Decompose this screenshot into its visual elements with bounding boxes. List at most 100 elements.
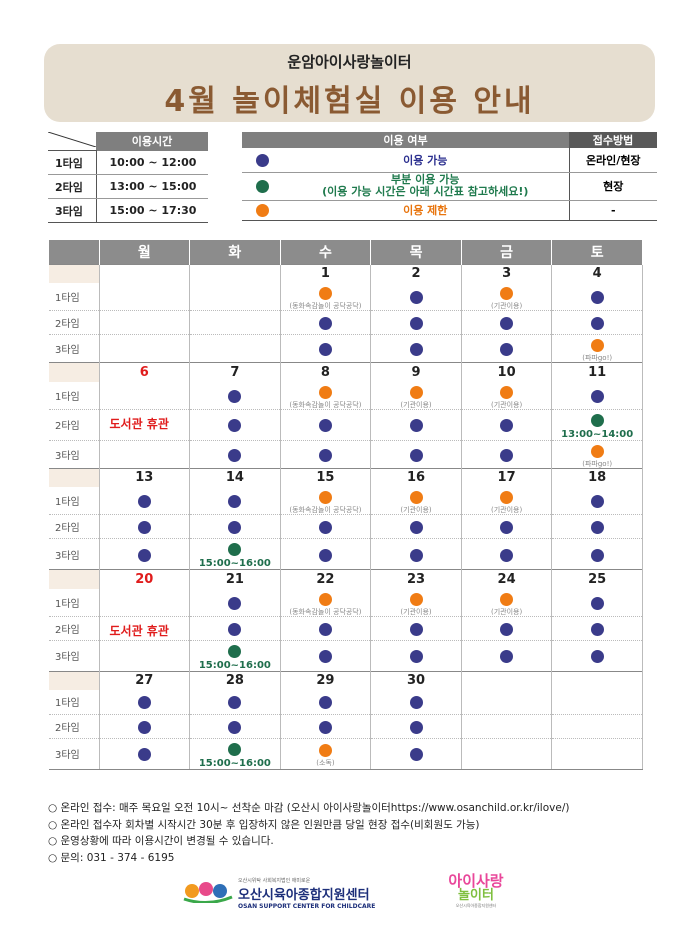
available-dot-icon [137,521,151,534]
slot-cell [370,440,462,469]
slot-cell: (동화속감놀이 공닥공닥) [280,487,372,515]
available-dot-icon [590,650,604,663]
slot-cell [370,538,462,570]
legend-method: - [568,200,657,221]
available-dot-icon [500,317,514,330]
slot-cell [551,283,643,311]
slot-cell: (기관이용) [370,381,462,410]
available-dot-icon [137,548,151,562]
slot-cell [189,381,281,410]
slot-cell: 도서관 휴관 [99,409,191,441]
available-dot-icon [318,622,332,636]
date-cell: 29 [280,670,372,690]
slot-cell [99,381,191,410]
date-cell: 14 [189,467,281,487]
available-dot-icon [318,317,332,330]
available-dot-icon [590,389,604,403]
available-dot-icon [318,343,332,356]
center-logo-text: 오산시위탁 사회복지법인 애미로운 오산시육아종합지원센터 OSAN SUPPO… [238,877,375,910]
footer: 오산시위탁 사회복지법인 애미로운 오산시육아종합지원센터 OSAN SUPPO… [182,873,522,910]
available-dot-icon [500,548,514,562]
date-cell [99,263,191,283]
date-cell [189,263,281,283]
slot-cell [370,514,462,539]
slot-cell [370,283,462,311]
legend-row: 이용 가능 온라인/현장 [242,148,657,173]
available-dot-icon [409,448,423,462]
restricted-dot-icon [500,592,514,606]
slot-cell [189,283,281,311]
slot-cell: 15:00~16:00 [189,640,281,672]
available-dot-icon [590,548,604,562]
weekday-header: 토 [551,240,643,264]
slot-row: 3타임 (파파go!) [49,440,643,469]
partial-dot-icon [228,644,242,658]
slot-cell [189,588,281,617]
available-dot-icon [409,317,423,330]
time-row: 2타임 13:00 ~ 15:00 [48,174,208,199]
available-dot-icon [500,343,514,356]
slot-time: 13:00 ~ 15:00 [96,174,208,199]
time-row: 3타임 15:00 ~ 17:30 [48,198,208,223]
slot-cell [551,310,643,335]
slot-cell [370,690,462,715]
slot-cell [370,310,462,335]
slot-cell: 15:00~16:00 [189,538,281,570]
slot-cell: (기관이용) [461,381,553,410]
date-cell: 8 [280,362,372,382]
note-line: ○ 온라인 접수자 회차별 시작시간 30분 후 입장하지 않은 인원만큼 당일… [48,818,480,831]
restricted-dot-icon [500,491,514,504]
slot-cell: (파파go!) [551,440,643,469]
slot-cell [280,440,372,469]
slot-cell [189,334,281,363]
slot-row-label: 1타임 [49,690,100,715]
org-small: 오산시위탁 사회복지법인 애미로운 [238,878,311,884]
date-cell: 18 [551,467,643,487]
slot-cell [280,514,372,539]
slot-row: 3타임 15:00~16:00 [49,538,643,570]
available-dot-icon [590,622,604,636]
legend-dot-cell [242,172,282,201]
available-dot-icon [228,389,242,403]
available-dot-icon [318,720,332,734]
available-dot-icon [590,291,604,304]
available-dot-icon [500,650,514,663]
brand-logo: 아이사랑 놀이터 오산시육아종합지원센터 [426,873,526,909]
legend-method: 현장 [568,172,657,201]
slot-cell [280,616,372,641]
slot-row: 2타임 도서관 휴관 13:00~14:00 [49,409,643,441]
available-dot-icon [409,521,423,534]
slot-cell [99,514,191,539]
slot-cell: (기관이용) [461,283,553,311]
slot-row-label: 2타임 [49,409,100,441]
date-cell: 25 [551,569,643,589]
date-row-label [49,362,100,382]
slot-row-label: 2타임 [49,514,100,539]
restricted-dot-icon [318,287,332,300]
slot-cell [551,690,643,715]
slot-cell [461,538,553,570]
note-line: ○ 문의: 031 - 374 - 6195 [48,851,175,864]
slot-label: 2타임 [48,174,97,199]
slot-row-label: 1타임 [49,381,100,410]
slot-time-note: 15:00~16:00 [198,757,271,769]
slot-cell: (동화속감놀이 공닥공닥) [280,588,372,617]
slot-time-note: 15:00~16:00 [198,558,271,569]
slot-cell [189,310,281,335]
available-dot-icon [500,622,514,636]
slot-cell [551,714,643,739]
available-dot-icon [409,650,423,663]
restricted-dot-icon [500,287,514,300]
weekday-header: 수 [280,240,372,264]
slot-cell [370,640,462,672]
available-dot-icon [590,521,604,534]
slot-cell [461,409,553,441]
slot-note: (동화속감놀이 공닥공닥) [289,302,362,310]
date-cell: 10 [461,362,553,382]
slot-cell [189,714,281,739]
slot-cell [551,588,643,617]
slot-time: 15:00 ~ 17:30 [96,198,208,223]
available-dot-icon [318,521,332,534]
partial-dot-icon [255,179,269,193]
slot-row-label: 3타임 [49,440,100,469]
